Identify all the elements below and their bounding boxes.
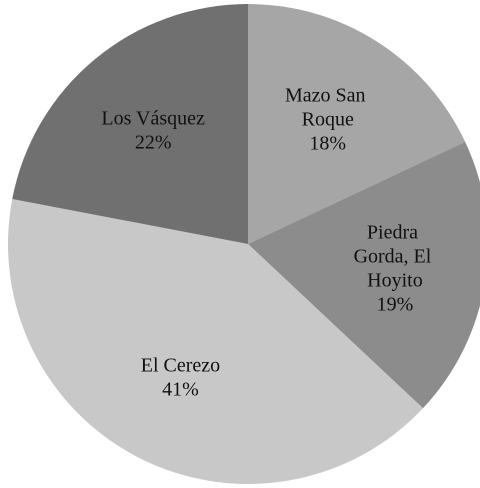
slice-label: Mazo San Roque xyxy=(285,84,371,130)
slice-label: El Cerezo xyxy=(141,355,220,377)
slice-value-label: 41% xyxy=(162,379,199,401)
pie-slice xyxy=(12,4,249,244)
slice-label: Piedra Gorda, El Hoyito xyxy=(354,221,437,291)
slice-label: Los Vásquez xyxy=(101,107,205,129)
slice-value-label: 19% xyxy=(377,293,414,315)
slice-value-label: 18% xyxy=(309,132,346,154)
slice-value-label: 22% xyxy=(135,131,172,153)
pie-slice xyxy=(7,199,423,485)
pie-slice xyxy=(248,4,466,244)
pie-slice xyxy=(248,141,480,409)
